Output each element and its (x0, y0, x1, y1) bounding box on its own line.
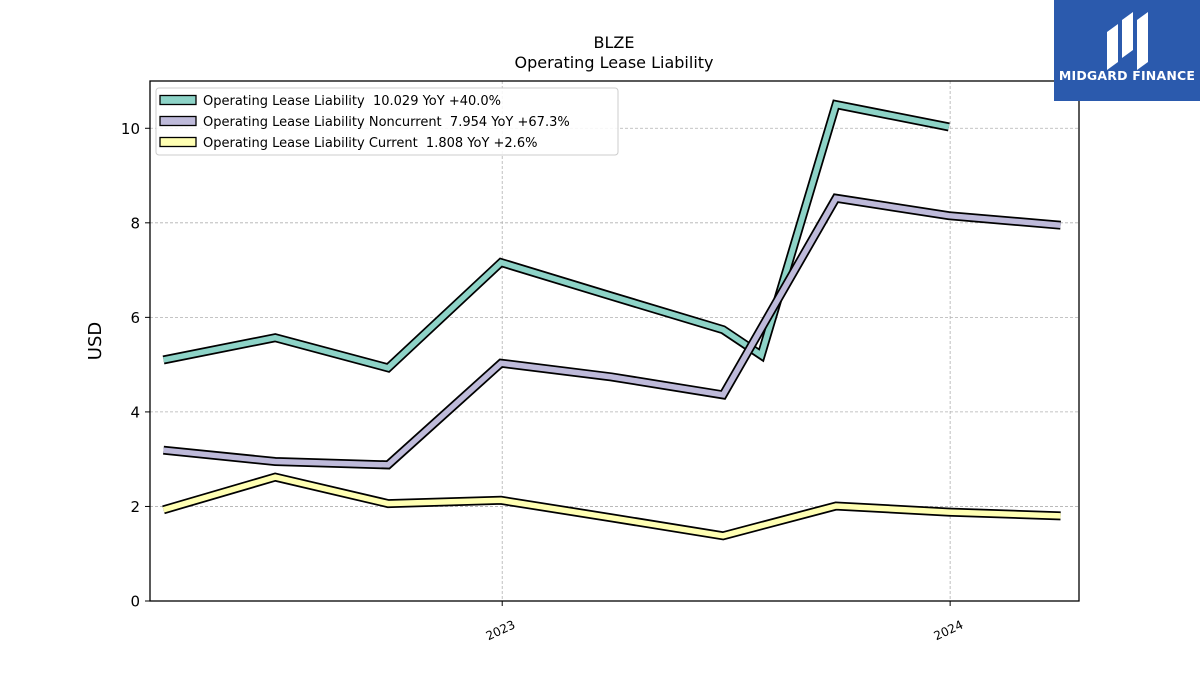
legend-label-3: Operating Lease Liability Current 1.808 … (203, 136, 537, 151)
y-tick-label: 2 (130, 498, 140, 516)
grid (150, 81, 1079, 601)
x-tick-label: 2023 (484, 618, 518, 644)
legend-label-1: Operating Lease Liability 10.029 YoY +40… (203, 94, 501, 109)
series-line-outline-2 (163, 193, 1061, 470)
y-tick-label: 6 (130, 309, 140, 327)
series-line-1 (162, 101, 950, 371)
y-tick-label: 0 (130, 593, 140, 611)
x-tick-label: 2024 (932, 618, 966, 644)
y-axis-ticks: 0 2 4 6 8 10 (121, 120, 150, 611)
series-line-3 (162, 474, 1061, 539)
legend: Operating Lease Liability 10.029 YoY +40… (155, 87, 619, 156)
brand-name: MIDGARD FINANCE (1058, 68, 1196, 83)
brand-logo: MIDGARD FINANCE (1054, 0, 1200, 101)
y-tick-label: 4 (130, 403, 140, 421)
chart-title: BLZE (594, 33, 635, 52)
legend-box (155, 87, 619, 156)
legend-label-2: Operating Lease Liability Noncurrent 7.9… (203, 115, 570, 130)
midgard-logo-icon (1107, 12, 1148, 70)
legend-swatch-1 (159, 94, 197, 106)
legend-swatch-3 (159, 136, 197, 148)
y-tick-label: 8 (130, 214, 140, 232)
series-lines (162, 99, 1061, 541)
series-line-2 (163, 195, 1061, 468)
plot-frame (149, 80, 1080, 602)
legend-swatch-2 (159, 115, 197, 127)
chart-subtitle: Operating Lease Liability (514, 53, 713, 72)
y-tick-label: 10 (121, 120, 140, 138)
x-axis-ticks: 2023 2024 (484, 601, 966, 644)
y-axis-label: USD (85, 322, 106, 360)
